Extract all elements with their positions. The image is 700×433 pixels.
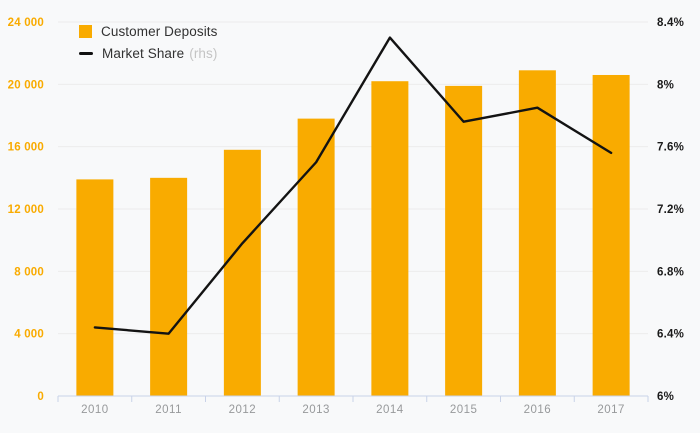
- svg-text:6.4%: 6.4%: [657, 329, 684, 341]
- svg-text:7.6%: 7.6%: [657, 142, 684, 154]
- svg-text:24 000: 24 000: [8, 17, 44, 29]
- svg-text:8.4%: 8.4%: [657, 17, 684, 29]
- bar-2017: [592, 74, 630, 396]
- bar-2013: [297, 118, 335, 396]
- svg-text:8%: 8%: [657, 79, 674, 91]
- customer-deposits-bars: [76, 70, 630, 396]
- legend-note-rhs: (rhs): [189, 46, 218, 61]
- svg-text:2011: 2011: [155, 404, 182, 416]
- chart-legend: Customer Deposits Market Share (rhs): [79, 24, 218, 61]
- svg-text:16 000: 16 000: [8, 142, 44, 154]
- left-axis-labels: 24 000 20 000 16 000 12 000 8 000 4 000 0: [8, 17, 44, 403]
- gridlines: [58, 21, 648, 397]
- svg-text:6%: 6%: [657, 391, 674, 403]
- bar-2014: [371, 81, 409, 396]
- svg-text:8 000: 8 000: [14, 266, 44, 278]
- svg-text:7.2%: 7.2%: [657, 204, 684, 216]
- svg-text:0: 0: [37, 391, 44, 403]
- svg-text:6.8%: 6.8%: [657, 266, 684, 278]
- svg-text:2017: 2017: [597, 404, 625, 416]
- right-axis-labels: 8.4% 8% 7.6% 7.2% 6.8% 6.4% 6%: [657, 17, 684, 403]
- x-axis-ticks: [57, 396, 649, 402]
- legend-label-customer-deposits: Customer Deposits: [101, 24, 218, 39]
- legend-item-market-share: Market Share (rhs): [79, 46, 218, 61]
- svg-text:2015: 2015: [450, 404, 478, 416]
- market-share-line: [93, 36, 613, 335]
- svg-text:2014: 2014: [376, 404, 404, 416]
- x-axis-labels: 2010 2011 2012 2013 2014 2015 2016 2017: [81, 404, 625, 416]
- customer-deposits-swatch-icon: [79, 25, 92, 38]
- svg-text:4 000: 4 000: [14, 329, 44, 341]
- bar-2011: [150, 177, 188, 396]
- svg-text:12 000: 12 000: [8, 204, 44, 216]
- svg-text:2012: 2012: [229, 404, 257, 416]
- market-share-line-icon: [79, 52, 93, 55]
- bar-2015: [445, 85, 483, 396]
- svg-text:2010: 2010: [81, 404, 109, 416]
- svg-text:20 000: 20 000: [8, 79, 44, 91]
- bar-2010: [76, 179, 114, 396]
- bar-2016: [518, 70, 556, 396]
- legend-label-market-share: Market Share: [102, 46, 185, 61]
- svg-text:2016: 2016: [524, 404, 552, 416]
- svg-text:2013: 2013: [302, 404, 330, 416]
- legend-item-customer-deposits: Customer Deposits: [79, 24, 218, 39]
- bar-2012: [223, 149, 261, 396]
